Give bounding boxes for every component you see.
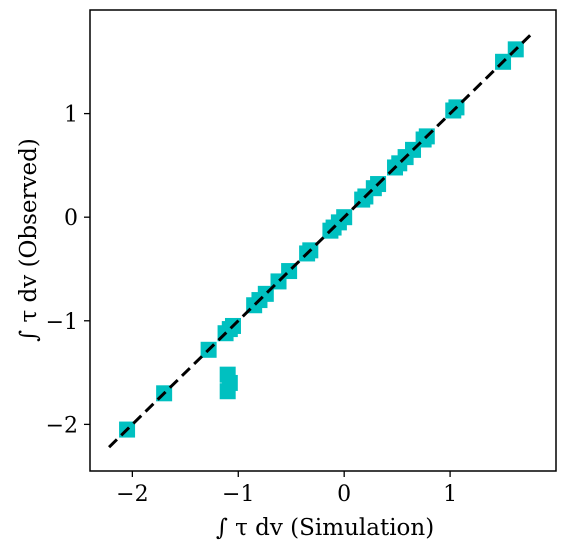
x-tick-label: −1	[222, 482, 254, 507]
y-axis-ticks: −2 −1 0 1	[46, 103, 90, 438]
y-tick-label: 0	[64, 206, 78, 231]
y-tick-label: −1	[46, 310, 78, 335]
x-tick-label: 1	[443, 482, 457, 507]
x-tick-label: −2	[116, 482, 148, 507]
y-tick-label: −2	[46, 413, 78, 438]
data-point	[219, 383, 236, 400]
identity-reference-line	[108, 31, 534, 449]
x-axis-title: ∫ τ dv (Simulation)	[216, 515, 434, 541]
y-tick-label: 1	[64, 103, 78, 128]
y-axis-title: ∫ τ dv (Observed)	[16, 138, 42, 342]
x-axis-ticks: −2 −1 0 1	[116, 471, 457, 507]
x-tick-label: 0	[337, 482, 351, 507]
plot-area-frame	[89, 9, 557, 472]
